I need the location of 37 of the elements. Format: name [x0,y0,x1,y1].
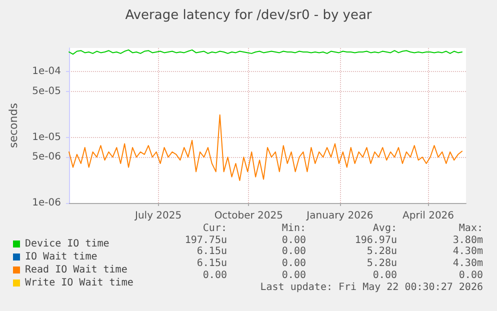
text: 0.00 [282,258,306,270]
text: 0.00 [202,270,227,282]
y-tick-label: 1e-06 [32,198,61,208]
text: 0.00 [282,234,306,246]
legend-label: Read IO Wait time [25,264,128,276]
text: 196.97u [354,234,397,246]
text: 4.30m [452,258,483,270]
legend-label: Write IO Wait time [25,278,134,288]
text: 3.80m [452,234,483,246]
text: 0.00 [282,270,306,282]
x-tick-label: July 2025 [134,210,182,222]
text: 6.15u [196,258,227,270]
text: 197.75u [184,234,227,246]
y-tick-label: 5e-05 [32,86,61,97]
line-series [68,114,463,182]
text: 4.30m [452,246,483,258]
text: 0.00 [282,246,306,258]
text: 5.28u [366,258,397,270]
text: 0.00 [458,270,483,282]
y-tick-label: 1e-04 [32,66,61,78]
y-axis-title: seconds [7,102,20,148]
legend-label: IO Wait time [25,252,98,262]
x-tick-label: October 2025 [214,210,283,222]
text: Avg: [372,223,397,235]
text: Last update: Fri May 22 00:30:27 2026 [260,282,483,294]
text: Min: [282,223,306,235]
x-tick-label: April 2026 [402,210,454,222]
text: Cur: [202,223,227,235]
text: 6.15u [196,246,227,258]
legend-label: Device IO time [25,238,110,250]
y-tick-label: 5e-06 [32,152,61,163]
x-tick-label: January 2026 [306,210,374,222]
y-tick-label: 1e-05 [32,132,61,143]
chart-title: Average latency for /dev/sr0 - by year [125,8,372,23]
text: Max: [458,223,483,235]
text: 5.28u [366,246,397,258]
text: 0.00 [372,270,397,282]
